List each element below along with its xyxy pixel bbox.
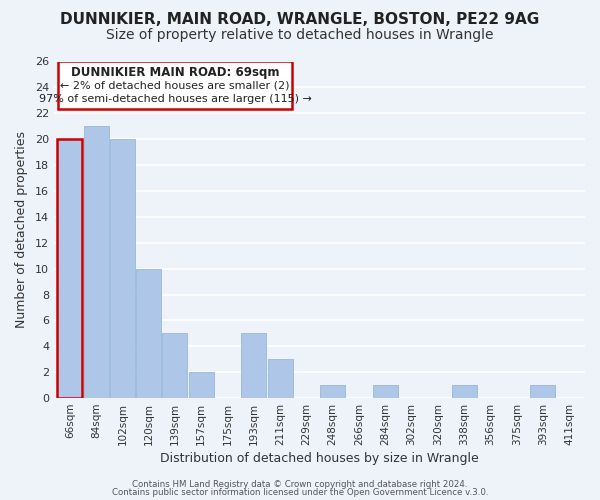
Text: DUNNIKIER, MAIN ROAD, WRANGLE, BOSTON, PE22 9AG: DUNNIKIER, MAIN ROAD, WRANGLE, BOSTON, P… xyxy=(61,12,539,28)
Text: Size of property relative to detached houses in Wrangle: Size of property relative to detached ho… xyxy=(106,28,494,42)
Bar xyxy=(58,139,82,398)
Bar xyxy=(268,359,293,398)
Text: ← 2% of detached houses are smaller (2): ← 2% of detached houses are smaller (2) xyxy=(60,80,290,90)
Bar xyxy=(58,62,292,110)
Y-axis label: Number of detached properties: Number of detached properties xyxy=(15,132,28,328)
Bar xyxy=(189,372,214,398)
Text: Contains public sector information licensed under the Open Government Licence v.: Contains public sector information licen… xyxy=(112,488,488,497)
Bar xyxy=(320,385,345,398)
Bar xyxy=(241,334,266,398)
Bar xyxy=(163,334,187,398)
Text: Contains HM Land Registry data © Crown copyright and database right 2024.: Contains HM Land Registry data © Crown c… xyxy=(132,480,468,489)
Bar xyxy=(530,385,556,398)
Bar xyxy=(373,385,398,398)
Bar xyxy=(110,139,135,398)
X-axis label: Distribution of detached houses by size in Wrangle: Distribution of detached houses by size … xyxy=(160,452,479,465)
Bar xyxy=(58,139,82,398)
Bar xyxy=(83,126,109,398)
Text: 97% of semi-detached houses are larger (115) →: 97% of semi-detached houses are larger (… xyxy=(38,94,311,104)
Bar xyxy=(452,385,476,398)
Bar xyxy=(136,268,161,398)
Text: DUNNIKIER MAIN ROAD: 69sqm: DUNNIKIER MAIN ROAD: 69sqm xyxy=(71,66,279,79)
